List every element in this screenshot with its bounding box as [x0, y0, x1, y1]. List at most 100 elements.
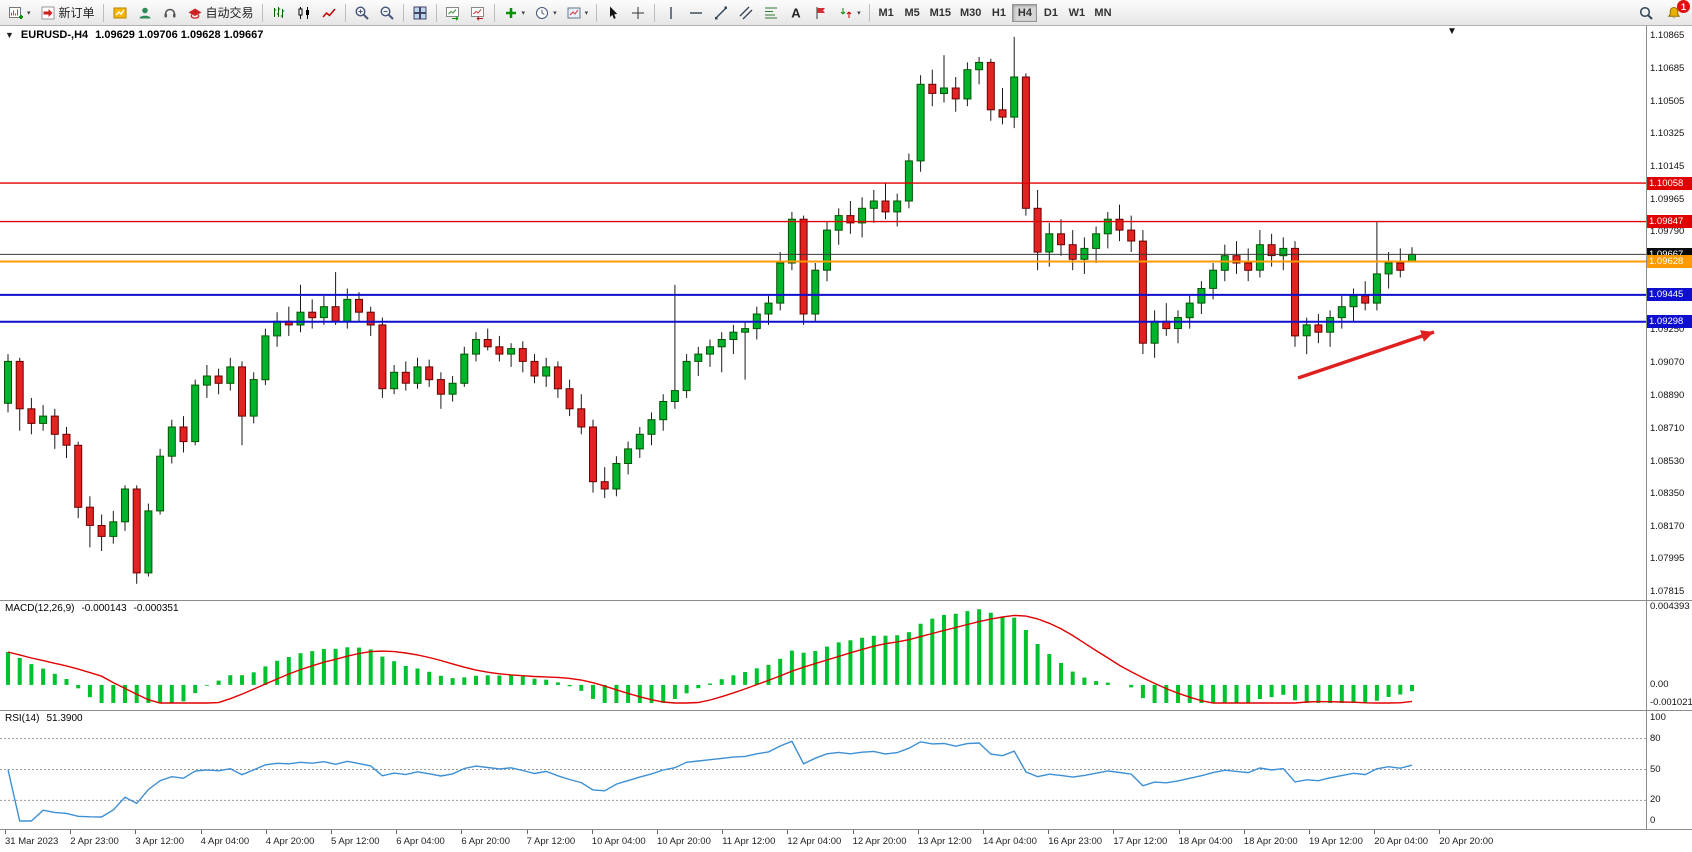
autoscroll-icon	[445, 6, 459, 21]
scroll-to-end-marker[interactable]: ▼	[1447, 26, 1457, 37]
text-a-icon: A	[791, 5, 801, 20]
new-chart-button[interactable]: ▾	[4, 2, 35, 23]
time-axis-tick	[70, 830, 72, 834]
new-order-button[interactable]: 新订单	[36, 2, 99, 23]
toolbar-separator	[435, 3, 437, 22]
autotrading-button[interactable]: 自动交易	[183, 2, 258, 23]
time-axis-label: 11 Apr 12:00	[722, 836, 776, 847]
time-axis-label: 2 Apr 23:00	[70, 836, 119, 847]
notification-count-badge: 1	[1677, 0, 1690, 13]
svg-text:A: A	[791, 5, 801, 20]
toolbar-separator	[261, 3, 263, 22]
macd-axis-label: 0.004393	[1650, 601, 1690, 612]
zoom-out-icon	[380, 5, 394, 20]
chart-window: ▼ EURUSD-,H4 1.09629 1.09706 1.09628 1.0…	[0, 26, 1692, 852]
toolbar-separator	[102, 3, 104, 22]
terminal-button[interactable]	[158, 2, 182, 23]
rsi-name: RSI(14)	[5, 713, 40, 724]
trendline-button[interactable]	[709, 2, 733, 23]
timeframe-h4-button[interactable]: H4	[1012, 3, 1038, 22]
time-axis-label: 6 Apr 20:00	[461, 836, 510, 847]
macd-indicator-panel[interactable]	[0, 600, 1646, 710]
price-line-badge: 1.10058	[1647, 176, 1692, 190]
timeframe-w1-button[interactable]: W1	[1064, 4, 1089, 22]
chart-symbol-period: EURUSD-,H4	[20, 29, 89, 41]
zoom-in-icon	[355, 5, 369, 20]
notifications-button[interactable]: 1	[1662, 0, 1690, 23]
price-axis-tick: 1.08350	[1650, 488, 1685, 500]
autoscroll-button[interactable]	[441, 2, 465, 23]
time-axis-label: 12 Apr 04:00	[787, 836, 842, 847]
timeframe-m30-button[interactable]: M30	[956, 4, 985, 22]
line-chart-button[interactable]	[317, 2, 341, 23]
macd-name: MACD(12,26,9)	[5, 603, 75, 614]
tile-windows-icon	[413, 6, 427, 19]
rsi-value: 51.3900	[46, 713, 83, 724]
arrows-button[interactable]: ▾	[834, 2, 865, 23]
timeframe-h1-button[interactable]: H1	[986, 4, 1011, 22]
time-axis-tick	[983, 830, 984, 834]
price-axis-tick: 1.10145	[1650, 161, 1685, 173]
chart-title: ▼ EURUSD-,H4 1.09629 1.09706 1.09628 1.0…	[5, 29, 263, 41]
time-axis-tick	[657, 830, 658, 834]
bar-chart-button[interactable]	[267, 2, 291, 23]
price-axis-tick: 1.08170	[1650, 521, 1685, 533]
one-click-trading-toggle[interactable]: ▼	[5, 30, 14, 40]
time-axis-tick	[1374, 830, 1376, 834]
timeframe-d1-button[interactable]: D1	[1038, 4, 1063, 22]
time-axis-tick	[526, 830, 528, 834]
periods-button[interactable]: ▾	[530, 2, 561, 23]
price-line-badge: 1.09847	[1647, 215, 1692, 229]
templates-button[interactable]: ▾	[562, 2, 593, 23]
fibonacci-button[interactable]	[759, 2, 783, 23]
chevron-down-icon: ▾	[27, 9, 31, 17]
timeframe-m15-button[interactable]: M15	[926, 4, 955, 22]
price-axis-tick: 1.09790	[1650, 225, 1685, 237]
toolbar-separator	[596, 3, 598, 22]
vertical-line-button[interactable]	[659, 2, 683, 23]
cursor-button[interactable]	[601, 2, 625, 23]
bell-icon	[1667, 6, 1681, 18]
indicators-button[interactable]: ▾	[499, 2, 530, 23]
time-axis-label: 3 Apr 12:00	[135, 836, 184, 847]
text-label-button[interactable]	[809, 2, 833, 23]
macd-panel-separator[interactable]	[0, 600, 1692, 601]
candlestick-chart-button[interactable]	[292, 2, 316, 23]
equidistant-channel-button[interactable]	[734, 2, 758, 23]
chart-shift-button[interactable]	[466, 2, 490, 23]
timeframe-m1-button[interactable]: M1	[874, 4, 899, 22]
market-watch-button[interactable]	[108, 2, 132, 23]
timeframe-mn-button[interactable]: MN	[1090, 4, 1115, 22]
rsi-axis-label: 80	[1650, 732, 1661, 744]
zoom-out-button[interactable]	[375, 2, 399, 23]
price-axis-tick: 1.07995	[1650, 553, 1685, 565]
line-chart-icon	[321, 8, 336, 17]
autotrading-label: 自动交易	[205, 6, 254, 20]
user-icon	[139, 7, 151, 18]
rsi-indicator-panel[interactable]	[0, 710, 1646, 829]
toolbar: ▾ 新订单 自动交易 ▾	[0, 0, 1692, 26]
search-button[interactable]	[1634, 2, 1658, 23]
price-line-badge: 1.09445	[1647, 288, 1692, 302]
price-axis-tick: 1.09070	[1650, 357, 1685, 369]
time-axis-label: 12 Apr 20:00	[852, 836, 907, 847]
text-button[interactable]: A	[784, 2, 808, 23]
crosshair-button[interactable]	[626, 2, 650, 23]
tile-windows-button[interactable]	[408, 2, 432, 23]
arrows-icon	[840, 7, 852, 18]
toolbar-right-group: 1	[1634, 0, 1690, 23]
time-axis-tick	[461, 830, 463, 834]
timeframe-m5-button[interactable]: M5	[900, 4, 925, 22]
main-price-chart[interactable]	[0, 26, 1646, 600]
rsi-panel-separator[interactable]	[0, 710, 1692, 711]
horizontal-line-button[interactable]	[684, 2, 708, 23]
time-axis-label: 14 Apr 04:00	[983, 836, 1037, 847]
search-icon	[1639, 6, 1653, 20]
time-axis-tick	[1243, 830, 1245, 834]
navigator-button[interactable]	[133, 2, 157, 23]
time-axis[interactable]: 31 Mar 2023 2 Apr 23:00 3 Apr 12:00 4 Apr 0…	[0, 829, 1692, 852]
add-indicator-plus-icon	[505, 7, 516, 18]
toolbar-separator	[402, 3, 404, 22]
zoom-in-button[interactable]	[350, 2, 374, 23]
market-watch-icon	[113, 7, 127, 18]
